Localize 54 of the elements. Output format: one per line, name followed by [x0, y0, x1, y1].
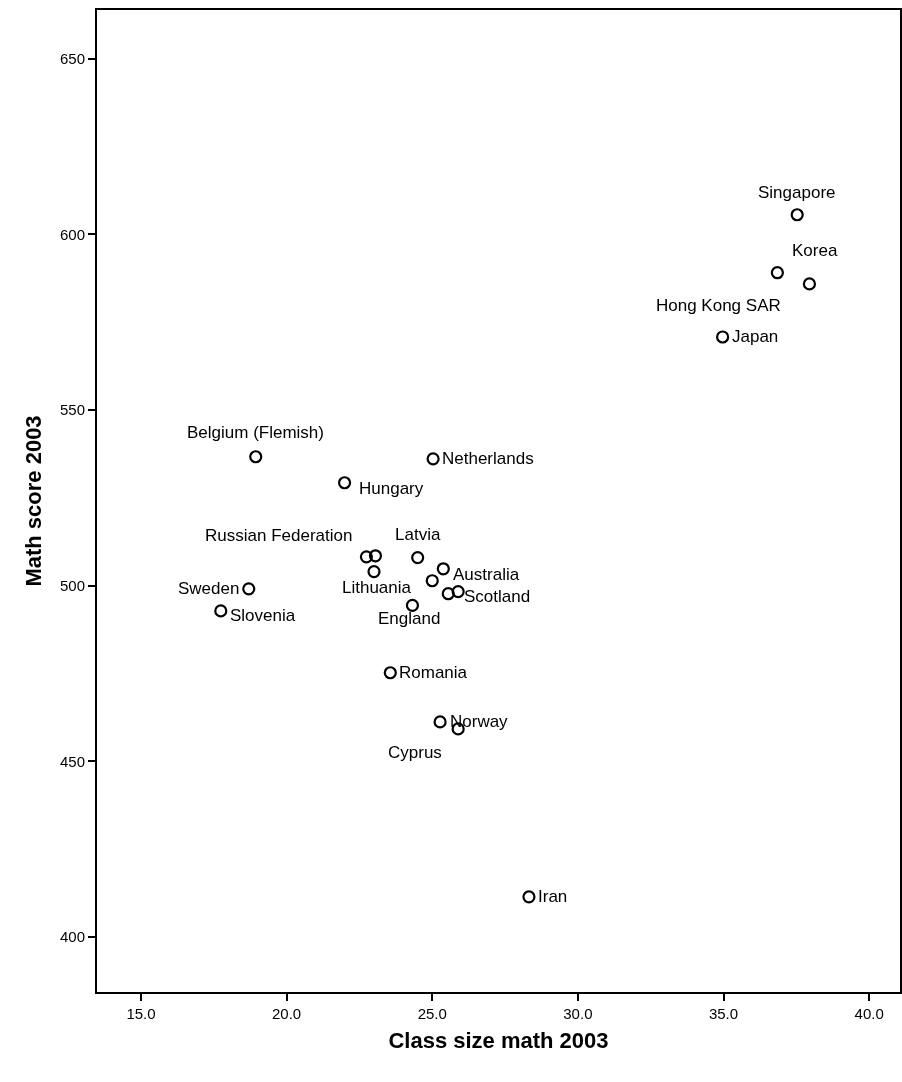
point	[441, 587, 455, 601]
point	[411, 550, 425, 565]
point	[436, 562, 450, 576]
annotation: Cyprus	[388, 743, 442, 762]
y-tick-label: 650	[59, 50, 85, 68]
x-tick-label: 30.0	[563, 1005, 593, 1022]
annotation: Hong Kong SAR	[656, 296, 781, 315]
annotation: Sweden	[178, 579, 240, 598]
y-tick-label: 600	[59, 225, 85, 243]
point	[383, 666, 397, 680]
point	[214, 604, 228, 618]
point	[426, 452, 440, 466]
annotation: Netherlands	[442, 449, 534, 468]
annotation: Japan	[732, 327, 779, 346]
y-tick-label: 500	[59, 576, 85, 594]
annotation: Singapore	[758, 183, 836, 202]
y-axis-title: Math score 2003	[21, 415, 47, 587]
point	[716, 330, 730, 344]
point	[522, 890, 536, 904]
y-tick-label: 550	[59, 401, 85, 419]
x-tick-label: 40.0	[854, 1005, 884, 1022]
x-tick-label: 25.0	[417, 1005, 447, 1022]
x-axis-title: Class size math 2003	[388, 1028, 609, 1054]
y-tick-label: 450	[59, 752, 85, 770]
point	[451, 585, 465, 599]
annotation: Lithuania	[342, 578, 412, 597]
annotation: Iran	[538, 887, 568, 906]
point	[368, 549, 383, 563]
point	[790, 208, 804, 222]
annotation: Belgium (Flemish)	[187, 423, 324, 442]
point	[359, 550, 374, 564]
x-tick-label: 35.0	[708, 1005, 739, 1022]
annotation: England	[378, 609, 441, 628]
annotation: Norway	[450, 712, 509, 731]
y-tick-label: 400	[59, 928, 85, 946]
point	[367, 564, 381, 579]
annotation: Hungary	[359, 479, 424, 498]
annotation: Scotland	[464, 587, 531, 606]
annotation: Romania	[399, 663, 468, 682]
annotation: Latvia	[395, 525, 441, 544]
annotation: Russian Federation	[205, 526, 353, 545]
point	[433, 715, 447, 729]
point	[425, 574, 439, 588]
point	[337, 476, 352, 490]
point	[405, 598, 420, 612]
annotation: Slovenia	[230, 606, 296, 625]
point	[242, 582, 256, 596]
point	[802, 277, 817, 291]
point	[249, 450, 263, 464]
point	[770, 266, 784, 280]
x-tick-label: 20.0	[272, 1005, 302, 1022]
annotation: Korea	[792, 241, 838, 260]
annotation: Australia	[453, 565, 520, 584]
x-tick-label: 15.0	[126, 1005, 156, 1022]
